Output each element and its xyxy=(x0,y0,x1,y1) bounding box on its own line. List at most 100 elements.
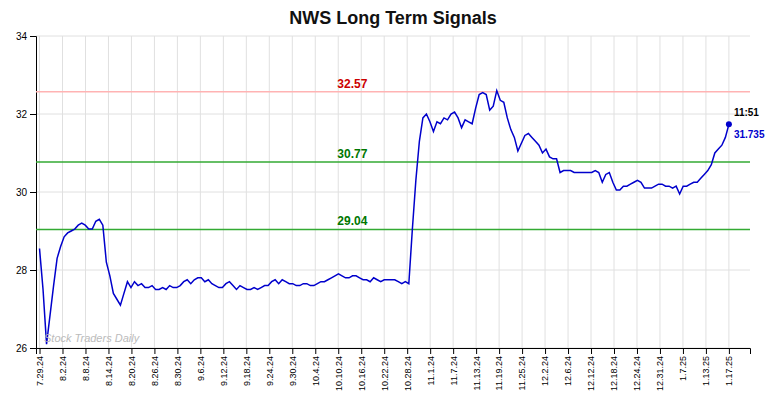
y-tick-label: 30 xyxy=(16,187,28,198)
x-tick-mark xyxy=(453,348,454,354)
x-tick: 11.19.24 xyxy=(494,348,504,390)
grid-line xyxy=(682,36,683,348)
x-tick: 1.13.25 xyxy=(701,348,711,386)
x-tick-label: 11.7.24 xyxy=(449,356,459,385)
x-tick-mark xyxy=(361,348,362,354)
x-tick-mark xyxy=(660,348,661,354)
grid-line xyxy=(384,36,385,348)
last-point xyxy=(726,121,732,127)
grid-line xyxy=(659,36,660,348)
x-tick-label: 10.4.24 xyxy=(311,356,321,386)
x-tick-label: 9.24.24 xyxy=(265,356,275,386)
x-tick-mark xyxy=(246,348,247,354)
x-tick-label: 1.17.25 xyxy=(724,356,734,386)
watermark: Stock Traders Daily xyxy=(44,332,141,344)
grid-line xyxy=(407,36,408,348)
x-tick-label: 11.19.24 xyxy=(494,356,504,390)
x-tick-label: 1.13.25 xyxy=(701,356,711,386)
x-tick-label: 12.12.24 xyxy=(586,356,596,391)
x-tick-label: 8.2.24 xyxy=(58,356,68,381)
x-tick: 9.18.24 xyxy=(242,348,252,386)
x-tick-mark xyxy=(223,348,224,354)
x-tick-mark xyxy=(499,348,500,354)
reference-label: 30.77 xyxy=(337,147,367,161)
grid-line xyxy=(545,36,546,348)
x-tick-label: 9.6.24 xyxy=(196,356,206,381)
x-tick-mark xyxy=(591,348,592,354)
y-axis-line xyxy=(30,37,37,349)
grid-line xyxy=(39,36,40,348)
grid-line xyxy=(636,36,637,348)
y-tick: 28 xyxy=(16,265,36,276)
x-tick: 10.28.24 xyxy=(403,348,413,391)
title: NWS Long Term Signals xyxy=(289,8,497,28)
grid-line xyxy=(522,36,523,348)
reference-line xyxy=(36,161,750,163)
y-tick-mark xyxy=(30,114,36,115)
x-tick-mark xyxy=(62,348,63,354)
y-axis: 2628303234 xyxy=(16,31,37,354)
x-tick-label: 9.12.24 xyxy=(219,356,229,386)
x-tick-mark xyxy=(683,348,684,354)
grid-line xyxy=(728,36,729,348)
y-tick-mark xyxy=(30,192,36,193)
reference-label: 29.04 xyxy=(337,214,367,228)
grid-line xyxy=(499,36,500,348)
grid-line xyxy=(200,36,201,348)
grid-line xyxy=(223,36,224,348)
point-annotation: 11:51 xyxy=(734,107,759,118)
point-annotation: 31.735 xyxy=(734,129,765,140)
x-tick-mark xyxy=(476,348,477,354)
marks xyxy=(36,91,750,345)
x-tick-mark xyxy=(177,348,178,354)
x-tick: 8.2.24 xyxy=(58,348,68,381)
x-tick-mark xyxy=(40,348,41,354)
x-tick-mark xyxy=(430,348,431,354)
annotations: 32.5730.7729.0411:5131.735Stock Traders … xyxy=(44,77,765,344)
x-tick-mark xyxy=(200,348,201,354)
x-tick: 1.7.25 xyxy=(678,348,688,381)
x-tick: 10.22.24 xyxy=(380,348,390,391)
x-tick: 11.1.24 xyxy=(426,348,436,385)
x-tick-label: 12.6.24 xyxy=(563,356,573,386)
price-line xyxy=(40,91,729,345)
y-tick: 26 xyxy=(16,343,36,354)
x-tick: 12.12.24 xyxy=(586,348,596,391)
grid-line xyxy=(177,36,178,348)
x-tick: 10.10.24 xyxy=(334,348,344,391)
x-tick-mark xyxy=(614,348,615,354)
x-tick-label: 8.26.24 xyxy=(150,356,160,386)
x-tick-mark xyxy=(407,348,408,354)
x-tick: 8.8.24 xyxy=(81,348,91,381)
x-tick: 7.29.24 xyxy=(35,348,45,386)
x-tick: 9.30.24 xyxy=(288,348,298,386)
x-tick-mark xyxy=(338,348,339,354)
grid-line xyxy=(36,114,750,115)
x-tick-label: 12.18.24 xyxy=(609,356,619,391)
x-tick: 12.31.24 xyxy=(655,348,665,391)
grid-line xyxy=(85,36,86,348)
grid-line xyxy=(36,192,750,193)
x-tick-mark xyxy=(292,348,293,354)
x-tick-label: 11.1.24 xyxy=(426,356,436,385)
y-tick-mark xyxy=(30,270,36,271)
x-tick: 11.7.24 xyxy=(449,348,459,385)
x-tick-label: 1.7.25 xyxy=(678,356,688,381)
x-axis: 7.29.248.2.248.8.248.14.248.20.248.26.24… xyxy=(35,348,751,391)
x-tick: 11.13.24 xyxy=(472,348,482,390)
x-tick-mark xyxy=(85,348,86,354)
reference-line xyxy=(36,91,750,93)
x-tick-mark xyxy=(315,348,316,354)
grid-line xyxy=(269,36,270,348)
grid-line xyxy=(62,36,63,348)
x-tick: 12.2.24 xyxy=(540,348,550,386)
y-tick-label: 34 xyxy=(16,31,28,42)
grid-line xyxy=(315,36,316,348)
grid-line xyxy=(131,36,132,348)
y-tick: 34 xyxy=(16,31,36,42)
grid xyxy=(36,36,750,348)
x-tick-label: 10.22.24 xyxy=(380,356,390,391)
grid-line xyxy=(36,36,750,37)
x-tick-label: 8.8.24 xyxy=(81,356,91,381)
x-tick-mark xyxy=(637,348,638,354)
